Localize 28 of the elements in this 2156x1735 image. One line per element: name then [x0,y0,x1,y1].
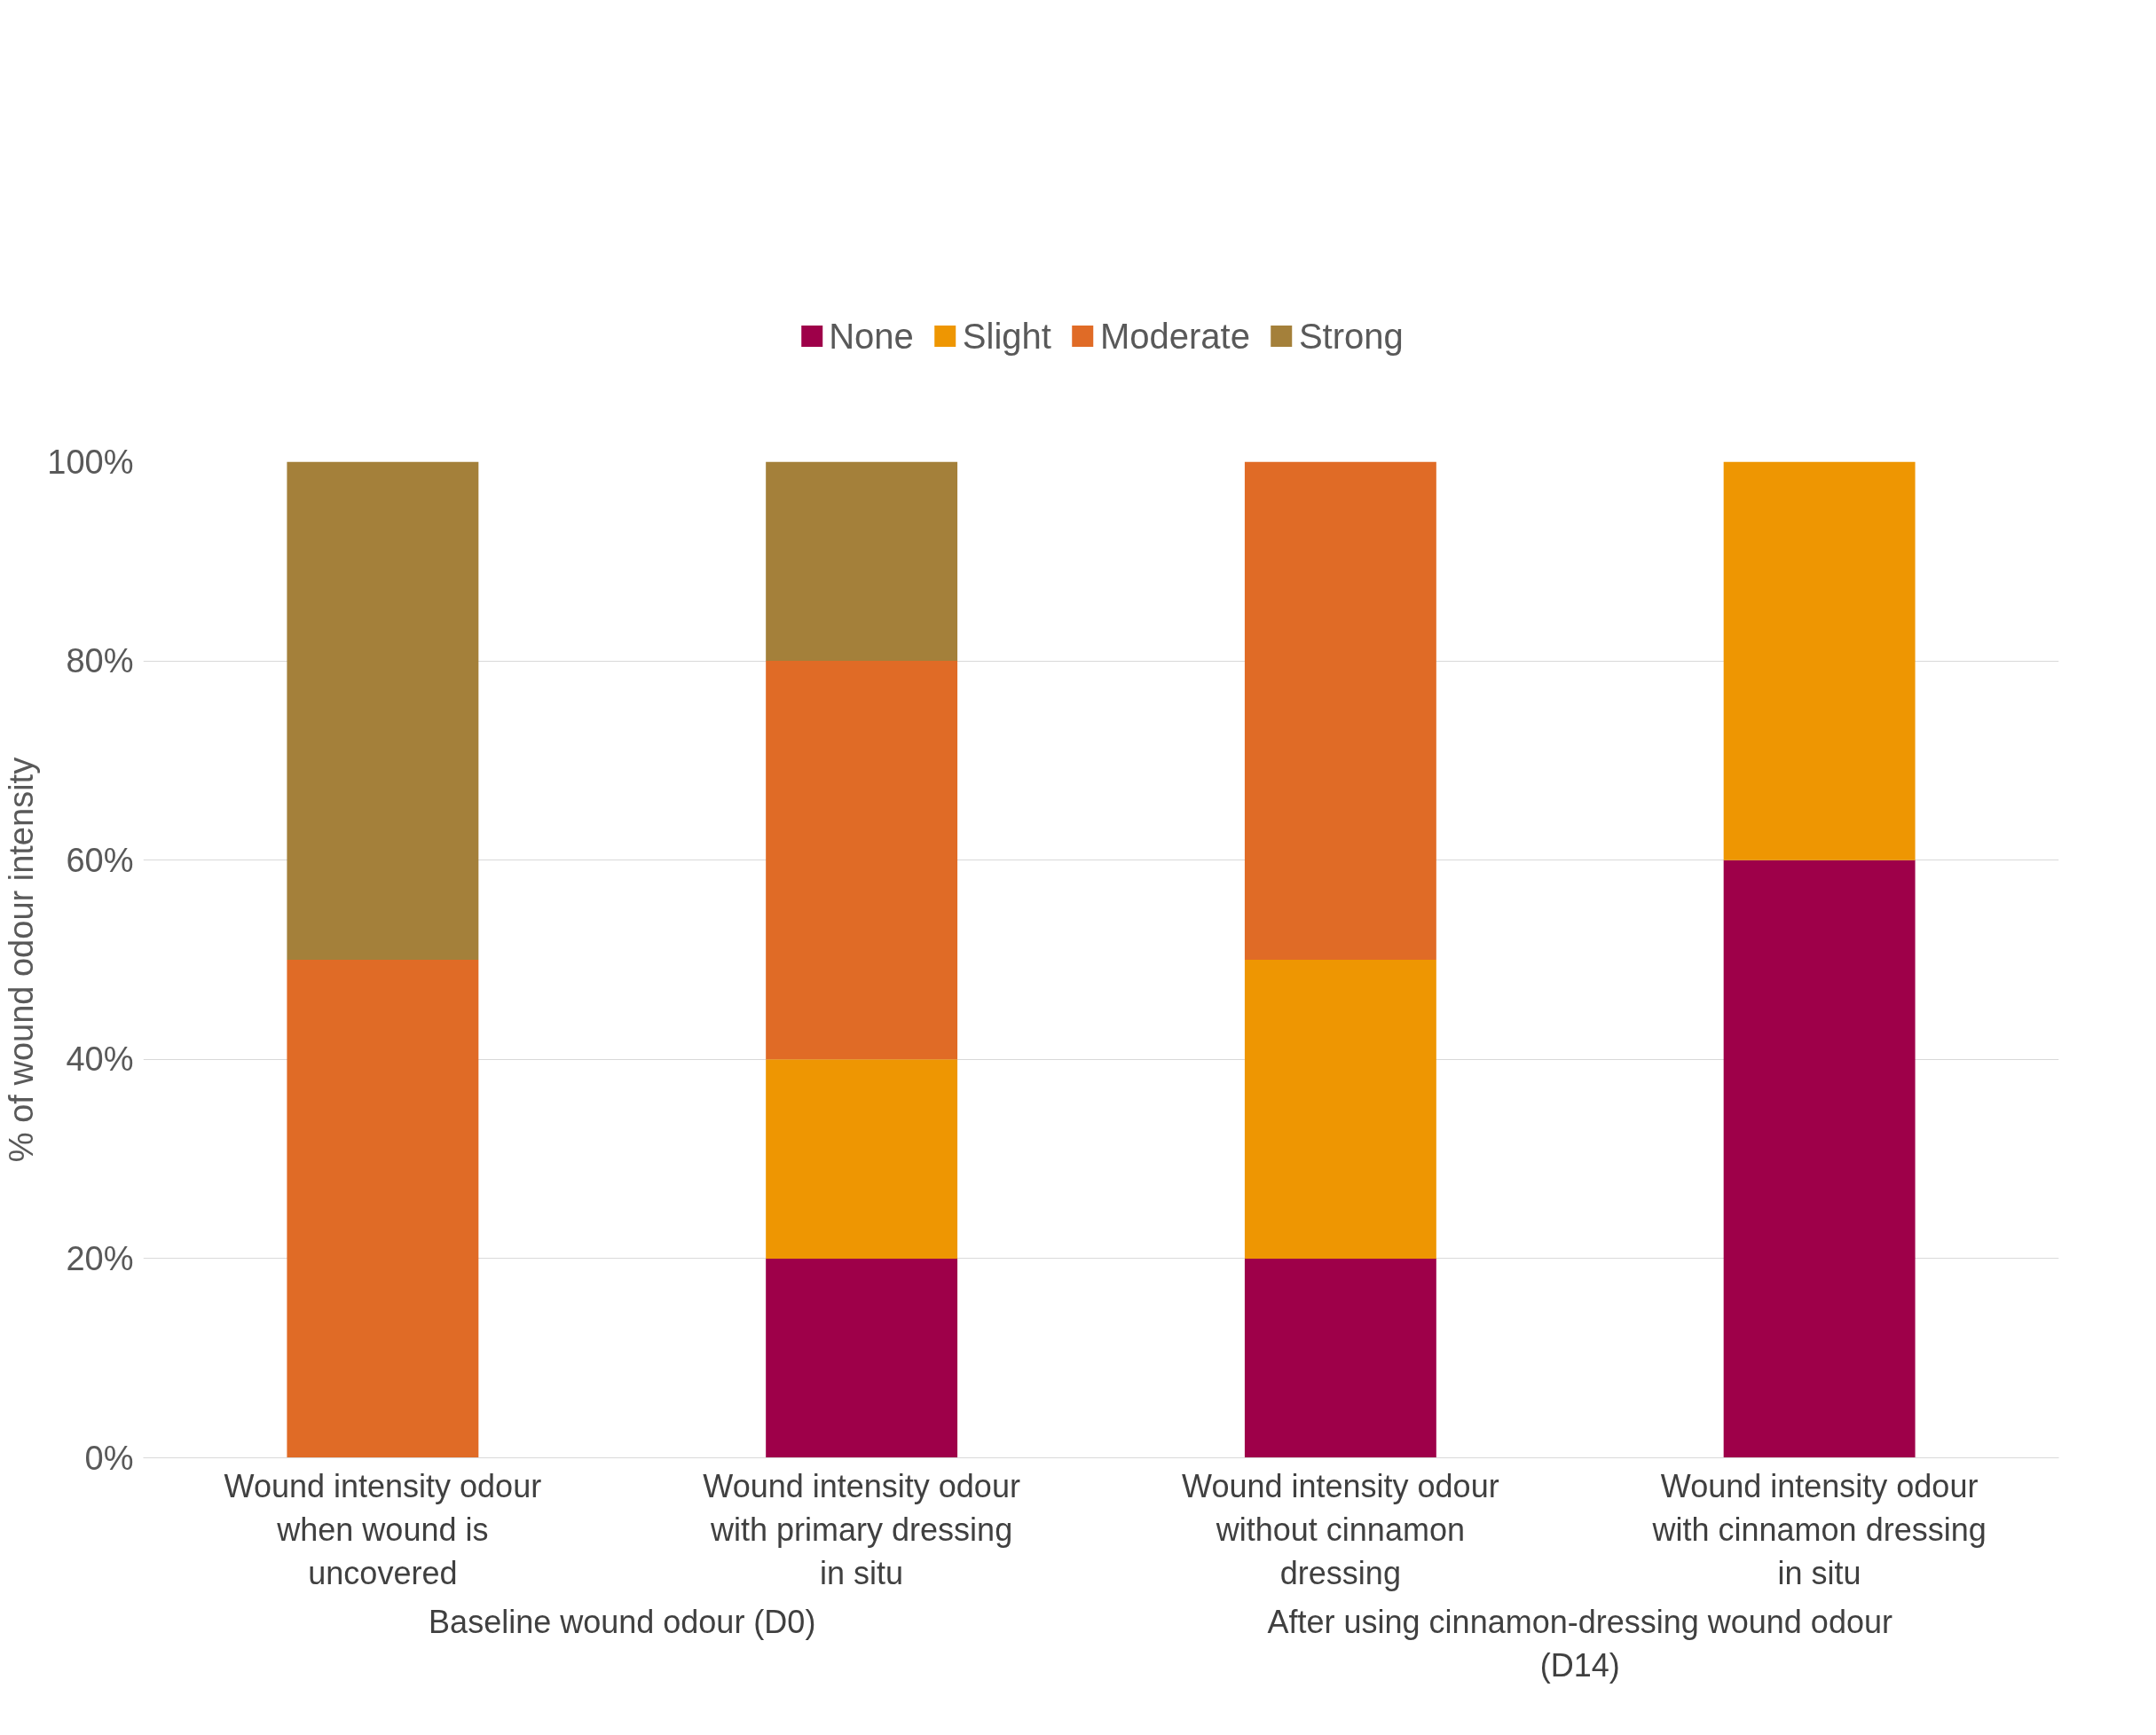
y-axis-title: % of wound odour intensity [3,757,41,1163]
text: Baseline wound odour (D0) [429,1603,816,1640]
y-tick-label: 40% [66,1040,134,1079]
bar [287,960,479,1458]
bar [287,461,479,960]
bar [1244,960,1436,1259]
x-tick-label: Wound intensity odour when wound is uncovered [224,1467,542,1591]
bar [766,661,958,1060]
bar [1244,1258,1436,1458]
legend-label: Moderate [1099,316,1250,357]
y-tick-label: 20% [66,1239,134,1277]
legend-label: Slight [962,316,1051,357]
legend-label: None [829,316,914,357]
bar [1723,860,1916,1458]
bar [766,1059,958,1259]
x-tick-label: Wound intensity odour with primary dressing in situ [703,1467,1020,1591]
y-tick-label: 60% [66,841,134,879]
bar [1244,461,1436,960]
x-tick-label: Wound intensity odour without cinnamon dressing [1182,1467,1499,1591]
bar [766,461,958,662]
text: After using cinnamon-dressing wound odour (D14) [1267,1603,1892,1684]
y-tick-label: 100% [47,443,134,481]
legend-label: Strong [1298,316,1404,357]
y-tick-label: 80% [66,642,134,680]
bar [1723,461,1916,860]
bar [766,1258,958,1458]
x-tick-label: Wound intensity odour with cinnamon dressing in situ [1651,1467,1987,1591]
y-tick-label: 0% [84,1439,134,1477]
